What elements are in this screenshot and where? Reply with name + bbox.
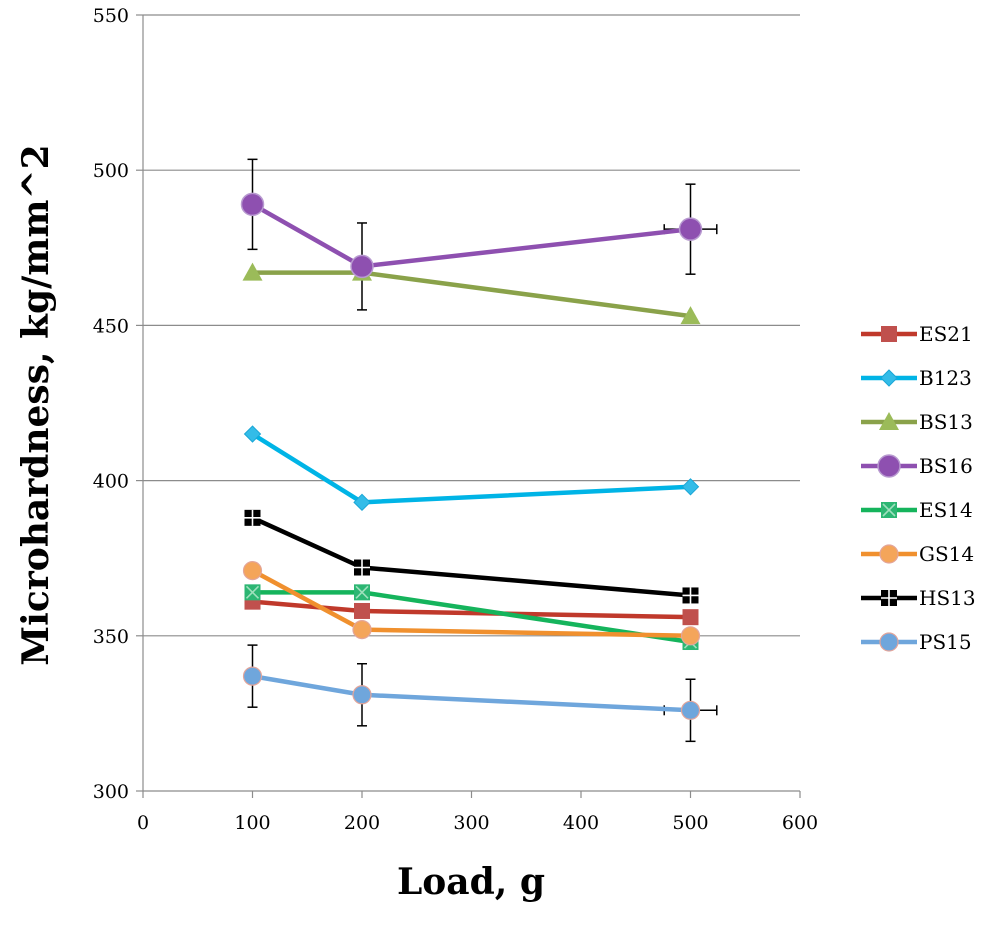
data-point-bs16	[242, 193, 264, 215]
legend-marker	[880, 633, 898, 651]
legend-label: PS15	[919, 630, 972, 654]
data-point-es21	[354, 603, 370, 619]
legend-marker	[881, 502, 897, 518]
legend-label: ES14	[919, 498, 973, 522]
legend-label: HS13	[919, 586, 976, 610]
x-tick-label: 100	[234, 812, 270, 834]
y-axis-title: Microhardness, kg/mm^2	[15, 144, 57, 665]
data-point-ps15	[244, 667, 262, 685]
legend-label: BS13	[919, 410, 973, 434]
y-tick-label: 300	[93, 781, 129, 803]
legend-item-b123: B123	[861, 366, 972, 390]
y-tick-label: 500	[93, 160, 129, 182]
grid-layer	[143, 15, 800, 636]
legend: ES21 B123 BS13 BS16 ES14 GS14 HS13 PS15	[861, 322, 976, 654]
legend-label: BS16	[919, 454, 973, 478]
legend-item-gs14: GS14	[861, 542, 974, 566]
data-point-gs14	[682, 627, 700, 645]
legend-item-bs16: BS16	[861, 454, 973, 478]
legend-label: ES21	[919, 322, 973, 346]
series-b123	[245, 426, 699, 510]
series-line-bs13	[253, 273, 691, 316]
legend-marker	[881, 590, 897, 606]
series-ps15	[244, 667, 700, 719]
legend-item-ps15: PS15	[861, 630, 972, 654]
series-line-gs14	[253, 571, 691, 636]
legend-marker	[881, 370, 897, 386]
data-point-es14	[245, 584, 261, 600]
data-point-ps15	[353, 686, 371, 704]
data-point-hs13	[245, 510, 261, 526]
data-point-gs14	[353, 621, 371, 639]
y-tick-label: 450	[93, 315, 129, 337]
legend-item-bs13: BS13	[861, 410, 973, 434]
legend-label: GS14	[919, 542, 974, 566]
x-axis-title: Load, g	[397, 861, 545, 903]
data-point-es21	[683, 609, 699, 625]
x-tick-label: 300	[453, 812, 489, 834]
data-point-bs16	[351, 255, 373, 277]
data-point-gs14	[244, 562, 262, 580]
data-point-b123	[683, 479, 699, 495]
x-tick-label: 600	[782, 812, 818, 834]
series-hs13	[245, 510, 699, 604]
data-point-hs13	[354, 560, 370, 576]
series-line-b123	[253, 434, 691, 502]
series-bs16	[242, 193, 702, 277]
data-point-es14	[354, 584, 370, 600]
y-tick-label: 400	[93, 471, 129, 493]
legend-item-es21: ES21	[861, 322, 973, 346]
legend-marker	[880, 545, 898, 563]
legend-marker	[878, 455, 900, 477]
x-tick-label: 200	[344, 812, 380, 834]
legend-item-es14: ES14	[861, 498, 973, 522]
data-point-hs13	[683, 587, 699, 603]
y-tick-label: 550	[93, 5, 129, 27]
data-point-ps15	[682, 701, 700, 719]
legend-item-hs13: HS13	[861, 586, 976, 610]
x-tick-label: 400	[563, 812, 599, 834]
legend-label: B123	[919, 366, 972, 390]
series-line-ps15	[253, 676, 691, 710]
series-line-bs16	[253, 204, 691, 266]
x-tick-label: 500	[672, 812, 708, 834]
legend-marker	[881, 326, 897, 342]
series-line-hs13	[253, 518, 691, 596]
x-tick-label: 0	[137, 812, 149, 834]
y-tick-label: 350	[93, 626, 129, 648]
data-point-bs16	[680, 218, 702, 240]
series-layer	[242, 159, 717, 741]
series-bs13	[243, 263, 701, 324]
